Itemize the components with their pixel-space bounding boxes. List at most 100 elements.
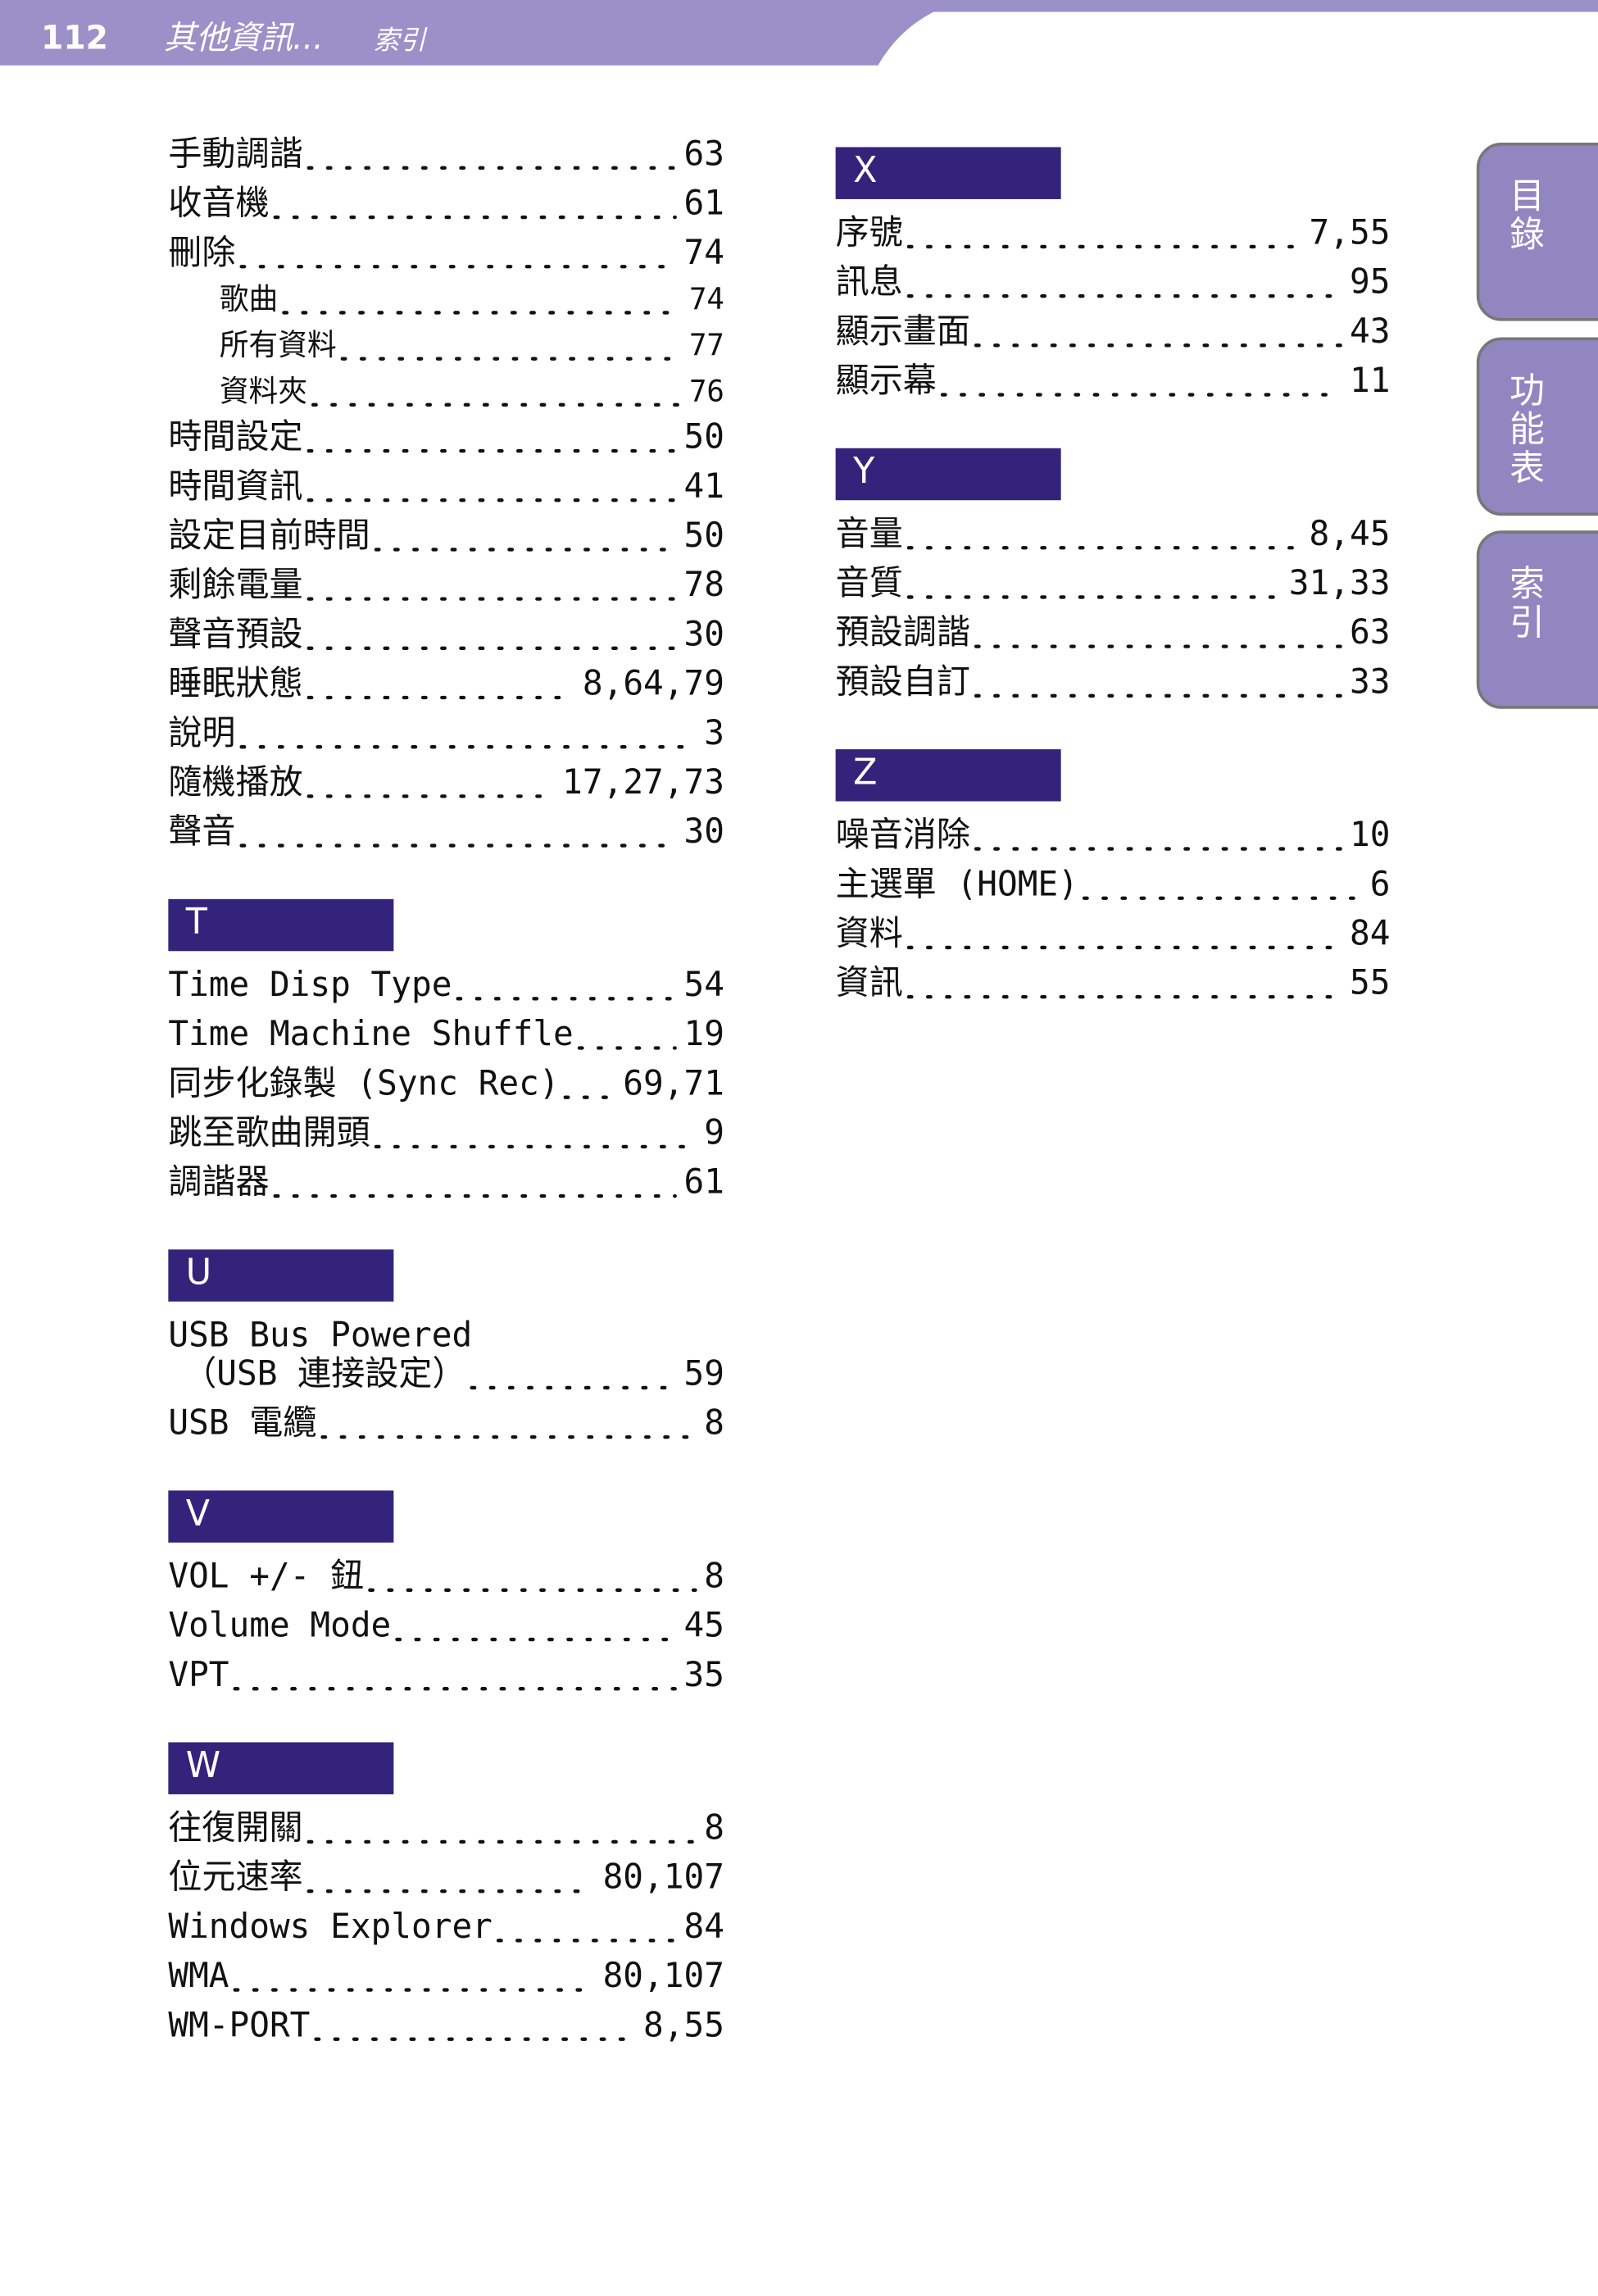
side-tab-label: 索引 xyxy=(1504,565,1545,642)
index-page: 74 xyxy=(689,283,724,316)
index-term: 序號 xyxy=(836,212,903,252)
index-page: 80,107 xyxy=(603,1956,724,1995)
index-page: 10 xyxy=(1350,815,1390,854)
index-term: USB Bus Powered xyxy=(168,1315,472,1354)
index-page: 7,55 xyxy=(1310,212,1391,252)
index-term: 往復開關 xyxy=(168,1807,302,1847)
index-page: 9 xyxy=(704,1112,724,1152)
index-page: 45 xyxy=(683,1605,724,1644)
index-term: 資訊 xyxy=(836,962,903,1002)
index-page: 61 xyxy=(683,183,724,222)
index-page: 41 xyxy=(683,466,724,506)
index-page: 11 xyxy=(1350,361,1390,400)
index-term: Time Machine Shuffle xyxy=(168,1014,573,1053)
index-page: 8 xyxy=(704,1403,724,1442)
header-title: 其他資訊... xyxy=(164,19,324,57)
letter-label: Z xyxy=(853,752,877,793)
index-page: 8,45 xyxy=(1310,514,1391,553)
index-page: 95 xyxy=(1350,261,1390,301)
letter-header xyxy=(168,898,394,952)
index-page: 35 xyxy=(683,1655,724,1694)
index-page: 50 xyxy=(683,516,724,555)
index-page: 76 xyxy=(689,375,724,408)
letter-header xyxy=(168,1490,394,1543)
index-term: WMA xyxy=(168,1956,229,1995)
index-page: 59 xyxy=(683,1353,724,1393)
page-number: 112 xyxy=(41,19,108,57)
index-term: WM-PORT xyxy=(168,2005,310,2044)
index-page: 8 xyxy=(704,1807,724,1847)
index-term: Time Disp Type xyxy=(168,965,452,1004)
index-term: 資料夾 xyxy=(220,375,307,408)
index-term: 歌曲 xyxy=(220,283,278,316)
index-page: 78 xyxy=(683,565,724,604)
index-term: 睡眠狀態 xyxy=(168,663,302,702)
index-term: 所有資料 xyxy=(220,329,337,362)
index-term: VOL +/- 鈕 xyxy=(168,1556,364,1595)
side-tab-label: 功能表 xyxy=(1504,371,1545,487)
index-page: 74 xyxy=(683,233,724,272)
index-page: 33 xyxy=(1350,662,1390,701)
index-page: 31,33 xyxy=(1289,563,1391,602)
header-subtitle: 索引 xyxy=(373,25,428,56)
index-term: USB 電纜 xyxy=(168,1403,316,1442)
index-page: 55 xyxy=(1350,962,1390,1002)
letter-label: U xyxy=(186,1252,211,1293)
index-term: 同步化錄製 (Sync Rec) xyxy=(168,1063,559,1103)
index-term: 資料 xyxy=(836,913,903,952)
letter-header xyxy=(168,1249,394,1302)
index-page: 17,27,73 xyxy=(562,762,724,802)
index-term: 預設調諧 xyxy=(836,612,970,652)
index-term: 音量 xyxy=(836,514,903,553)
index-page: 54 xyxy=(683,965,724,1004)
index-term: 顯示幕 xyxy=(836,361,937,400)
index-page: 8,55 xyxy=(643,2005,724,2044)
index-term: Windows Explorer xyxy=(168,1907,493,1946)
index-page: 43 xyxy=(1350,311,1390,351)
index-term: VPT xyxy=(168,1655,229,1694)
index-term: 說明 xyxy=(168,712,235,752)
index-page: 77 xyxy=(689,329,724,362)
index-page: 8 xyxy=(704,1556,724,1595)
index-term: 調諧器 xyxy=(168,1162,269,1201)
letter-label: X xyxy=(853,150,877,191)
index-term: 手動調諧 xyxy=(168,134,302,173)
index-term: 剩餘電量 xyxy=(168,565,302,604)
side-tab xyxy=(1476,143,1598,321)
letter-header xyxy=(835,147,1061,199)
index-page: 30 xyxy=(683,614,724,653)
index-term: 時間資訊 xyxy=(168,466,302,506)
index-page: 80,107 xyxy=(603,1857,724,1896)
index-page: 8,64,79 xyxy=(583,663,724,702)
index-term: 跳至歌曲開頭 xyxy=(168,1112,370,1152)
letter-header xyxy=(835,448,1061,501)
index-term: 訊息 xyxy=(836,261,903,301)
index-term: 收音機 xyxy=(168,183,269,222)
index-term: Volume Mode xyxy=(168,1605,391,1644)
header-bar xyxy=(0,0,966,66)
index-page: 84 xyxy=(1350,913,1390,952)
side-tab xyxy=(1476,337,1598,516)
index-page: 19 xyxy=(683,1014,724,1053)
index-term: 顯示畫面 xyxy=(836,311,970,351)
index-term: 音質 xyxy=(836,563,903,602)
letter-label: V xyxy=(186,1493,211,1534)
index-page: 69,71 xyxy=(623,1063,724,1103)
index-term: 聲音預設 xyxy=(168,614,302,653)
index-term: 設定目前時間 xyxy=(168,516,370,555)
index-term-continued: （USB 連接設定） xyxy=(183,1353,465,1393)
index-term: 噪音消除 xyxy=(836,815,970,854)
index-term: 主選單 (HOME) xyxy=(836,864,1078,903)
index-term: 聲音 xyxy=(168,812,235,851)
index-page: 30 xyxy=(683,812,724,851)
index-page: 63 xyxy=(683,134,724,173)
index-term: 隨機播放 xyxy=(168,762,302,802)
index-term: 時間設定 xyxy=(168,416,302,456)
letter-label: W xyxy=(186,1745,220,1786)
index-page: 61 xyxy=(683,1162,724,1201)
index-term: 刪除 xyxy=(168,233,235,272)
side-tab-label: 目錄 xyxy=(1504,177,1545,254)
letter-label: Y xyxy=(852,451,875,492)
